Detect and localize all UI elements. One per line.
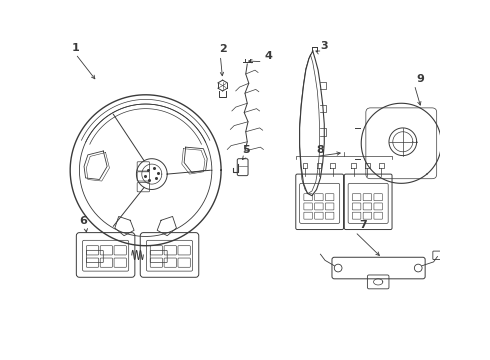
Text: 1: 1 xyxy=(72,43,79,53)
Text: 4: 4 xyxy=(264,51,272,60)
Text: 8: 8 xyxy=(317,144,324,154)
Text: 2: 2 xyxy=(219,44,226,54)
Text: 9: 9 xyxy=(416,74,424,84)
Text: 7: 7 xyxy=(359,220,367,230)
Text: 5: 5 xyxy=(243,145,250,155)
Text: 3: 3 xyxy=(320,41,328,51)
Text: 6: 6 xyxy=(79,216,87,226)
